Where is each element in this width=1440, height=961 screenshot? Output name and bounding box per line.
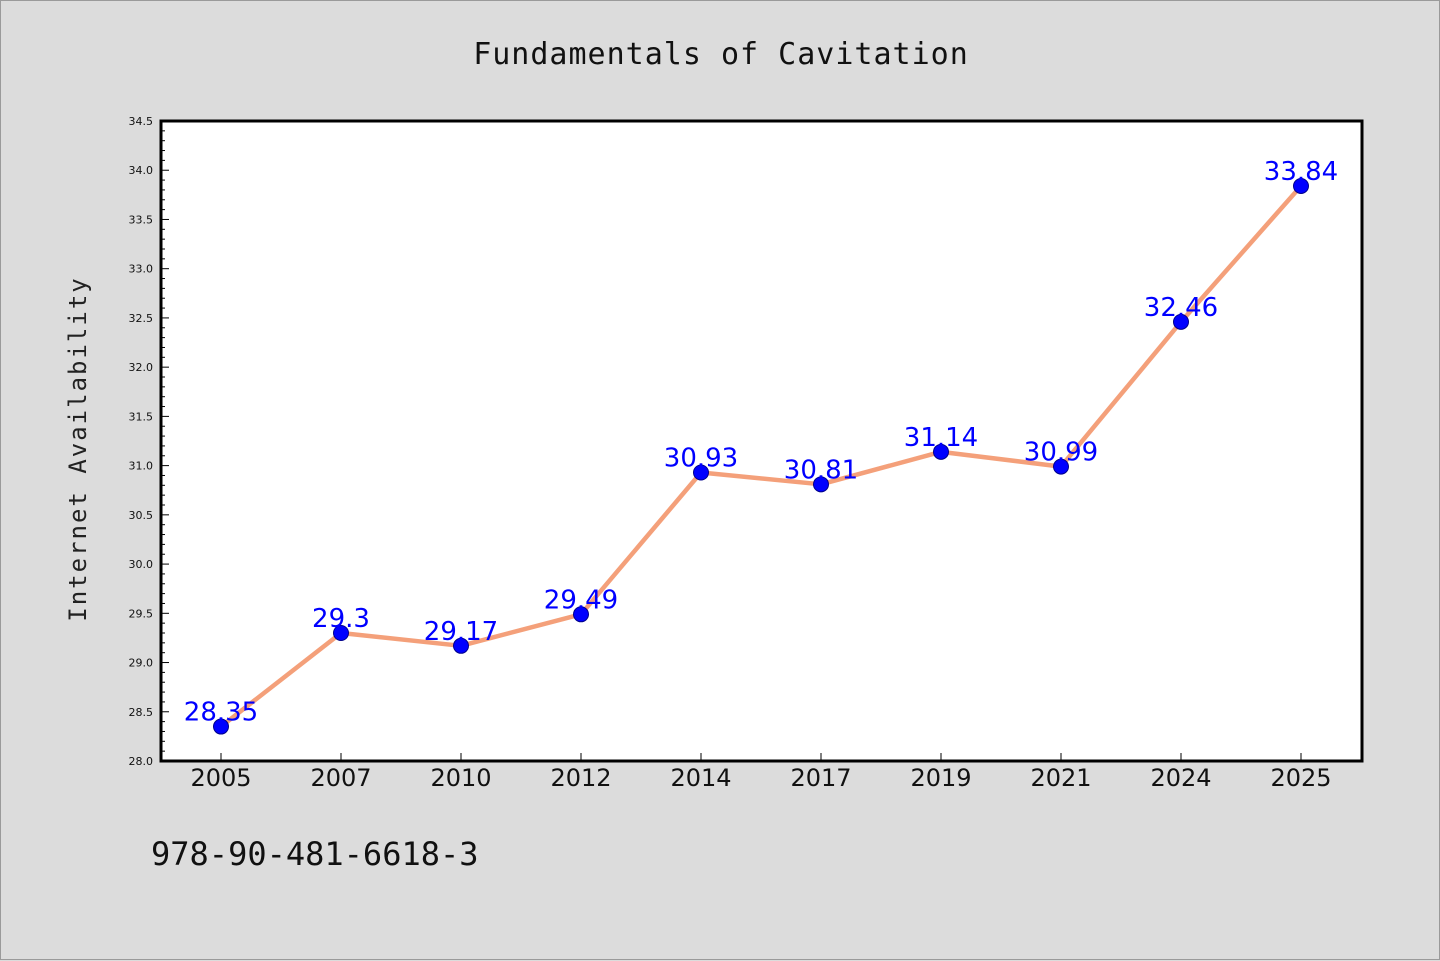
data-label: 29.3 (312, 604, 370, 634)
data-point-marker (1053, 458, 1069, 475)
series: 28.35 29.3 29.17 29.49 30.93 30.81 31.14 30.99 3… (184, 157, 1338, 735)
y-tick-label: 30.5 (129, 509, 154, 522)
data-point-marker (453, 637, 469, 654)
x-tick-label: 2024 (1150, 764, 1211, 792)
y-tick-label: 34.0 (129, 164, 154, 177)
y-tick-label: 29.0 (129, 657, 154, 670)
y-tick-label: 31.0 (129, 460, 154, 473)
x-tick-label: 2005 (190, 764, 251, 792)
y-tick-label: 34.5 (129, 115, 154, 128)
data-label: 31.14 (904, 423, 978, 453)
data-point-marker (933, 443, 949, 460)
data-point-marker (1293, 177, 1309, 194)
y-tick-label: 28.5 (129, 706, 154, 719)
y-tick-label: 33.5 (129, 213, 154, 226)
data-point-marker (213, 718, 229, 735)
data-label: 28.35 (184, 698, 258, 728)
y-tick-label: 32.0 (129, 361, 154, 374)
y-tick-label: 30.0 (129, 558, 154, 571)
data-label: 30.93 (664, 444, 738, 474)
x-tick-label: 2019 (910, 764, 971, 792)
y-tick-label: 32.5 (129, 312, 154, 325)
data-point-marker (1173, 313, 1189, 330)
chart-title: Fundamentals of Cavitation (473, 37, 969, 72)
plot-area (159, 119, 1364, 763)
y-tick-label: 31.5 (129, 410, 154, 423)
x-tick-label: 2014 (670, 764, 731, 792)
data-label: 29.49 (544, 585, 618, 615)
data-point-marker (693, 464, 709, 481)
data-point-marker (573, 606, 589, 623)
x-tick-label: 2012 (550, 764, 611, 792)
y-tick-label: 28.0 (129, 755, 154, 768)
y-axis: 28.0 28.5 29.0 29.5 30.0 30.5 31.0 31.5 32.0 32.5… (129, 115, 169, 768)
data-point-marker (333, 625, 349, 641)
y-tick-label: 33.0 (129, 263, 154, 276)
data-point-marker (813, 476, 829, 493)
x-tick-label: 2010 (430, 764, 491, 792)
x-tick-label: 2007 (310, 764, 371, 792)
data-label: 30.99 (1024, 438, 1098, 468)
data-label: 33.84 (1264, 157, 1338, 187)
x-tick-label: 2021 (1030, 764, 1091, 792)
x-axis: 2005 2007 2010 2012 2014 2017 2019 2021 2024 2025 (190, 753, 1332, 792)
y-axis-label: Internet Availability (64, 276, 92, 621)
data-label: 30.81 (784, 455, 858, 485)
y-tick-label: 29.5 (129, 607, 154, 620)
data-label: 32.46 (1144, 293, 1218, 323)
x-tick-label: 2025 (1270, 764, 1331, 792)
x-tick-label: 2017 (790, 764, 851, 792)
data-label: 29.17 (424, 617, 498, 647)
isbn-text: 978-90-481-6618-3 (151, 835, 479, 873)
series-line (218, 183, 1304, 729)
